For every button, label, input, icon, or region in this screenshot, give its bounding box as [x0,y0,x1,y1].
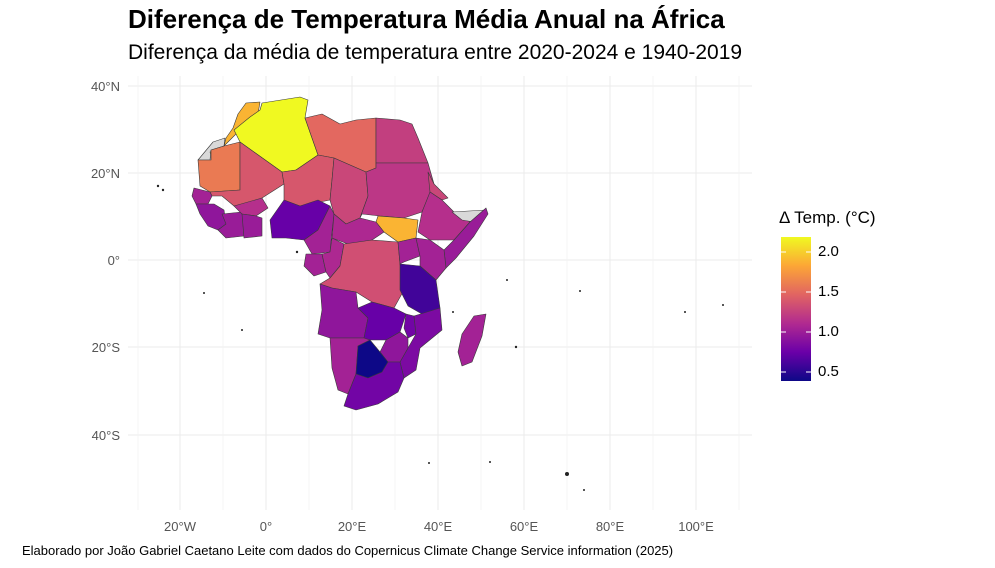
data-source-caption: Elaborado por João Gabriel Caetano Leite… [22,543,674,558]
region-south-sudan[interactable] [375,215,419,243]
y-tick: 20°S [92,340,121,355]
legend-colorbar [781,237,811,381]
legend-label: 2.0 [818,243,839,260]
region-uganda[interactable] [397,237,421,265]
map-title: Diferença de Temperatura Média Anual na … [128,4,725,34]
region-ghana[interactable] [241,213,263,239]
region-cameroon[interactable] [303,205,335,255]
region-madagascar[interactable] [457,313,487,367]
x-tick: 0° [260,519,272,534]
x-tick: 100°E [678,519,714,534]
y-tick: 0° [108,253,120,268]
region-egypt[interactable] [375,117,429,164]
region-burkina-faso[interactable] [233,197,269,217]
grid [128,76,752,510]
y-tick: 40°N [91,79,120,94]
region-eritrea[interactable] [427,171,449,201]
countries [191,96,489,411]
x-tick: 80°E [596,519,625,534]
region-sudan[interactable] [359,162,435,219]
map-subtitle: Diferença da média de temperatura entre … [128,41,743,64]
region-gabon[interactable] [303,253,327,277]
x-tick: 20°W [164,519,197,534]
x-tick: 20°E [338,519,367,534]
region-central-african-republic[interactable] [331,213,385,245]
region-kenya[interactable] [415,237,447,281]
region-mozambique[interactable] [399,307,443,379]
region-guinea[interactable] [195,203,227,231]
legend-label: 0.5 [818,363,839,380]
y-tick: 40°S [92,428,121,443]
region-mauritania[interactable] [197,141,241,193]
x-tick: 40°E [424,519,453,534]
region-south-africa[interactable] [343,361,405,411]
x-axis-ticks: 20°W 0° 20°E 40°E 60°E 80°E 100°E [164,519,714,534]
y-tick: 20°N [91,166,120,181]
legend-label: 1.5 [818,283,839,300]
islands [156,184,724,491]
legend-label: 1.0 [818,323,839,340]
legend-title: Δ Temp. (°C) [779,208,876,227]
x-tick: 60°E [510,519,539,534]
region-malawi[interactable] [403,313,417,339]
y-axis-ticks: 40°N 20°N 0° 20°S 40°S [91,79,120,443]
